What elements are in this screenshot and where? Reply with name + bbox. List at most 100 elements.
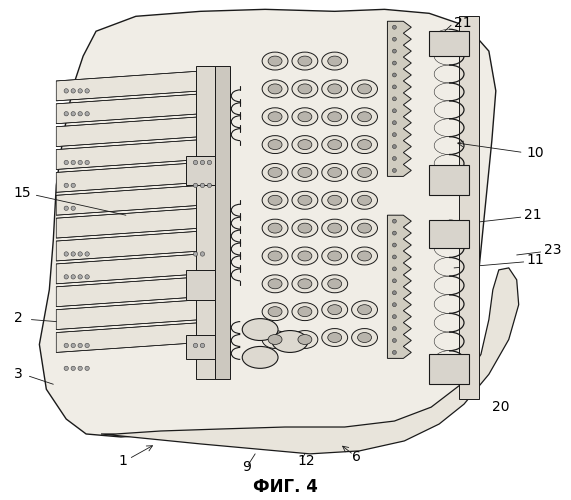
- Ellipse shape: [298, 223, 312, 233]
- Text: 20: 20: [492, 400, 509, 414]
- Circle shape: [78, 160, 82, 164]
- Ellipse shape: [322, 164, 348, 182]
- Text: 21: 21: [524, 208, 541, 222]
- Polygon shape: [388, 215, 411, 358]
- Circle shape: [392, 243, 396, 247]
- Ellipse shape: [242, 318, 278, 340]
- Polygon shape: [186, 334, 215, 359]
- Circle shape: [392, 302, 396, 306]
- Circle shape: [85, 366, 89, 370]
- Ellipse shape: [357, 112, 372, 122]
- Circle shape: [64, 206, 69, 210]
- Ellipse shape: [262, 219, 288, 237]
- Circle shape: [392, 26, 396, 29]
- Ellipse shape: [322, 328, 348, 346]
- Circle shape: [64, 252, 69, 256]
- Ellipse shape: [328, 168, 341, 177]
- Circle shape: [71, 344, 75, 347]
- Circle shape: [78, 88, 82, 93]
- Polygon shape: [57, 138, 230, 170]
- Ellipse shape: [322, 247, 348, 265]
- Ellipse shape: [268, 334, 282, 344]
- Ellipse shape: [328, 56, 341, 66]
- Ellipse shape: [298, 168, 312, 177]
- Circle shape: [71, 274, 75, 279]
- Text: 2: 2: [14, 310, 22, 324]
- Circle shape: [392, 73, 396, 77]
- Circle shape: [392, 350, 396, 354]
- Ellipse shape: [352, 80, 377, 98]
- Ellipse shape: [242, 346, 278, 368]
- Ellipse shape: [298, 56, 312, 66]
- Ellipse shape: [292, 275, 318, 293]
- Text: 9: 9: [242, 460, 251, 474]
- Circle shape: [392, 291, 396, 294]
- Circle shape: [85, 112, 89, 116]
- Ellipse shape: [328, 223, 341, 233]
- Ellipse shape: [322, 52, 348, 70]
- Ellipse shape: [328, 196, 341, 205]
- Polygon shape: [57, 206, 230, 238]
- Circle shape: [64, 160, 69, 164]
- Ellipse shape: [298, 196, 312, 205]
- Circle shape: [392, 61, 396, 65]
- Ellipse shape: [298, 251, 312, 261]
- Circle shape: [78, 274, 82, 279]
- Circle shape: [392, 255, 396, 259]
- Ellipse shape: [268, 279, 282, 289]
- Circle shape: [392, 267, 396, 271]
- Circle shape: [71, 366, 75, 370]
- Ellipse shape: [268, 112, 282, 122]
- Polygon shape: [57, 115, 230, 146]
- Circle shape: [194, 344, 198, 347]
- Polygon shape: [215, 66, 230, 380]
- Circle shape: [207, 160, 212, 164]
- Ellipse shape: [298, 112, 312, 122]
- Ellipse shape: [298, 84, 312, 94]
- Ellipse shape: [262, 52, 288, 70]
- Circle shape: [71, 160, 75, 164]
- Circle shape: [78, 344, 82, 347]
- Ellipse shape: [292, 192, 318, 209]
- Ellipse shape: [352, 108, 377, 126]
- Circle shape: [392, 279, 396, 283]
- Circle shape: [71, 183, 75, 188]
- Ellipse shape: [292, 52, 318, 70]
- Polygon shape: [57, 229, 230, 261]
- Polygon shape: [57, 92, 230, 124]
- Ellipse shape: [292, 219, 318, 237]
- Ellipse shape: [357, 196, 372, 205]
- Polygon shape: [57, 252, 230, 284]
- Circle shape: [392, 314, 396, 318]
- Polygon shape: [57, 69, 230, 101]
- Text: 23: 23: [544, 243, 561, 257]
- Circle shape: [78, 112, 82, 116]
- Ellipse shape: [298, 334, 312, 344]
- Ellipse shape: [328, 112, 341, 122]
- Ellipse shape: [322, 219, 348, 237]
- Polygon shape: [429, 354, 469, 384]
- Ellipse shape: [322, 300, 348, 318]
- Ellipse shape: [352, 247, 377, 265]
- Ellipse shape: [292, 247, 318, 265]
- Text: ФИГ. 4: ФИГ. 4: [252, 478, 317, 496]
- Ellipse shape: [262, 302, 288, 320]
- Circle shape: [392, 120, 396, 124]
- Ellipse shape: [268, 140, 282, 149]
- Ellipse shape: [357, 140, 372, 149]
- Polygon shape: [459, 16, 479, 399]
- Ellipse shape: [268, 196, 282, 205]
- Ellipse shape: [322, 275, 348, 293]
- Polygon shape: [39, 10, 496, 437]
- Ellipse shape: [357, 332, 372, 342]
- Circle shape: [392, 37, 396, 41]
- Circle shape: [392, 168, 396, 172]
- Polygon shape: [57, 298, 230, 330]
- Ellipse shape: [352, 219, 377, 237]
- Circle shape: [392, 144, 396, 148]
- Circle shape: [392, 85, 396, 89]
- Ellipse shape: [357, 84, 372, 94]
- Circle shape: [64, 112, 69, 116]
- Ellipse shape: [292, 164, 318, 182]
- Ellipse shape: [292, 302, 318, 320]
